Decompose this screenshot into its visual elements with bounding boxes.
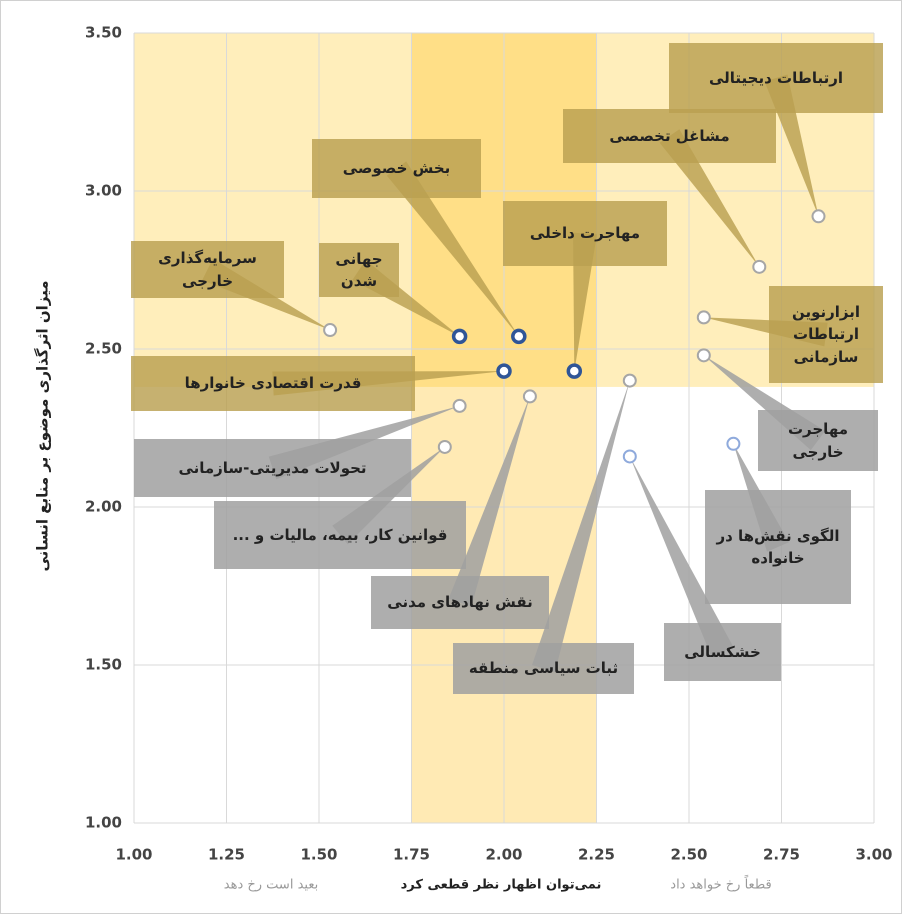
y-tick-label: 3.00 (85, 182, 122, 200)
y-tick-label: 3.50 (85, 24, 122, 42)
point (451, 328, 468, 345)
point (726, 436, 741, 451)
y-tick-label: 2.50 (85, 340, 122, 358)
callout-pointer (659, 129, 760, 267)
y-tick-label: 1.00 (85, 814, 122, 832)
callout-label: نقش نهادهای مدنی (371, 576, 549, 629)
callout-label: مهاجرت خارجی (758, 410, 878, 471)
point (811, 209, 826, 224)
point (452, 398, 467, 413)
callout-label: تحولات مدیریتی-سازمانی (134, 439, 411, 497)
point (696, 310, 711, 325)
callout-pointer (448, 396, 530, 607)
x-annotation: نمی‌توان اظهار نظر قطعی کرد (401, 878, 602, 893)
point (622, 373, 637, 388)
point (511, 328, 527, 345)
callout-label: مشاغل تخصصی (563, 109, 776, 163)
x-tick-label: 1.50 (300, 846, 337, 864)
x-tick-label: 1.25 (208, 846, 245, 864)
callout-label: مهاجرت داخلی (503, 201, 667, 266)
callout-label: قدرت اقتصادی خانوارها (131, 356, 415, 411)
callout-label: سرمایه‌گذاری خارجی (131, 241, 284, 298)
point (622, 449, 637, 464)
callout-label: خشکسالی (664, 623, 781, 681)
point (696, 348, 711, 363)
point (437, 439, 452, 454)
x-tick-label: 3.00 (855, 846, 892, 864)
callout-pointer (386, 161, 519, 337)
callout-pointer (532, 380, 630, 672)
point (566, 363, 583, 379)
x-tick-label: 1.00 (115, 846, 152, 864)
point (496, 363, 512, 379)
point (522, 389, 537, 404)
x-tick-label: 2.25 (578, 846, 615, 864)
x-tick-label: 2.50 (670, 846, 707, 864)
callout-pointer (629, 456, 734, 658)
point (323, 323, 338, 338)
x-tick-label: 2.00 (485, 846, 522, 864)
callout-pointer (573, 232, 597, 372)
callout-label: ارتباطات دیجیتالی (669, 43, 883, 113)
callout-label: بخش خصوصی (312, 139, 481, 198)
callout-label: ابزارنوین ارتباطات سازمانی (769, 286, 883, 383)
callout-label: الگوی نقش‌ها در خانواده (705, 490, 851, 604)
y-tick-label: 2.00 (85, 498, 122, 516)
point (752, 259, 767, 274)
x-tick-label: 1.75 (393, 846, 430, 864)
x-annotation: بعید است رخ دهد (224, 878, 318, 893)
callout-label: قوانین کار، بیمه، مالیات و ... (214, 501, 466, 569)
y-tick-label: 1.50 (85, 656, 122, 674)
x-tick-label: 2.75 (763, 846, 800, 864)
callout-label: جهانی شدن (319, 243, 399, 297)
x-annotation: قطعاً رخ خواهد داد (670, 875, 771, 893)
y-axis-title: میزان اثرگذاری موضوع بر منابع انسانی (34, 280, 52, 571)
callout-label: ثبات سیاسی منطقه (453, 643, 634, 694)
